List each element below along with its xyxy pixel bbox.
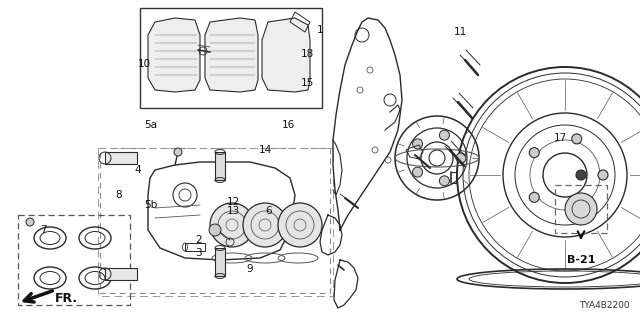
Text: 10: 10 [138,59,150,69]
Circle shape [456,153,466,163]
Circle shape [413,167,422,177]
Circle shape [440,176,449,186]
Text: FR.: FR. [55,292,78,305]
Text: 7: 7 [40,225,47,236]
Bar [215,152,225,180]
Text: 18: 18 [301,49,314,60]
Circle shape [529,148,540,158]
Polygon shape [148,18,200,92]
Bar [215,248,225,276]
Text: 14: 14 [259,145,272,156]
Text: B-21: B-21 [567,255,595,265]
Bar [140,8,322,108]
Bar [555,185,607,233]
Circle shape [565,193,597,225]
Circle shape [572,134,582,144]
Text: 9: 9 [246,264,253,274]
Text: 12: 12 [227,196,240,207]
Text: 13: 13 [227,206,240,216]
Circle shape [174,148,182,156]
Bar [105,268,137,280]
Circle shape [278,203,322,247]
Bar [105,152,137,164]
Text: 1: 1 [317,25,323,36]
Text: 17: 17 [554,132,566,143]
Bar [185,243,205,251]
Text: 15: 15 [301,78,314,88]
Circle shape [572,206,582,216]
Text: 3: 3 [195,248,202,258]
Bar [98,148,333,296]
Text: TYA4B2200: TYA4B2200 [579,301,630,310]
Text: 8: 8 [115,190,122,200]
Circle shape [440,130,449,140]
Circle shape [26,218,34,226]
Text: 6: 6 [266,206,272,216]
Polygon shape [205,18,258,92]
Bar [100,148,330,293]
Circle shape [598,170,608,180]
Text: 16: 16 [282,120,294,130]
Circle shape [413,139,422,149]
Text: 5a: 5a [144,120,157,130]
Bar [18,215,130,305]
Circle shape [210,203,254,247]
Text: 2: 2 [195,235,202,245]
Circle shape [529,192,540,202]
Polygon shape [262,18,310,92]
Circle shape [243,203,287,247]
Text: 4: 4 [134,164,141,175]
Text: 11: 11 [454,27,467,37]
Circle shape [209,224,221,236]
Text: 5b: 5b [144,200,157,210]
Circle shape [576,170,586,180]
